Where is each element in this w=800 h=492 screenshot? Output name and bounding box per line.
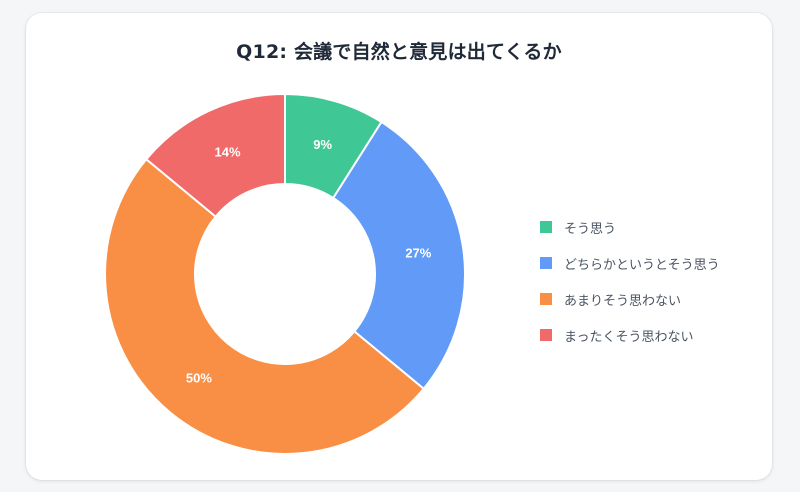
slice-disagree[interactable] <box>144 92 286 219</box>
donut-labels: 9% 27% 50% 14% <box>186 137 432 386</box>
donut-chart: 9% 27% 50% 14% <box>104 92 466 455</box>
legend-item-somewhat-disagree[interactable]: あまりそう思わない <box>540 281 720 317</box>
chart-card: Q12: 会議で自然と意見は出てくるか 9% 27% 50% 14% そう思う どちら… <box>26 13 772 480</box>
legend-swatch <box>540 329 552 341</box>
legend-swatch <box>540 221 552 233</box>
legend-item-somewhat-agree[interactable]: どちらかというとそう思う <box>540 245 720 281</box>
legend-label: そう思う <box>564 221 617 237</box>
donut-slices <box>104 92 466 455</box>
chart-title: Q12: 会議で自然と意見は出てくるか <box>236 41 562 63</box>
legend-item-disagree[interactable]: まったくそう思わない <box>540 317 720 353</box>
slice-somewhat-disagree[interactable] <box>104 157 426 455</box>
legend-swatch <box>540 293 552 305</box>
chart-legend: そう思う どちらかというとそう思う あまりそう思わない まったくそう思わない <box>540 209 720 353</box>
slice-percent-label: 50% <box>186 371 212 386</box>
legend-label: どちらかというとそう思う <box>564 257 720 273</box>
slice-percent-label: 14% <box>215 144 241 159</box>
slice-percent-label: 27% <box>405 245 431 260</box>
legend-item-agree[interactable]: そう思う <box>540 209 720 245</box>
legend-swatch <box>540 257 552 269</box>
legend-label: あまりそう思わない <box>564 293 682 309</box>
slice-somewhat-agree[interactable] <box>331 120 466 391</box>
legend-label: まったくそう思わない <box>564 329 694 345</box>
slice-percent-label: 9% <box>313 137 332 152</box>
